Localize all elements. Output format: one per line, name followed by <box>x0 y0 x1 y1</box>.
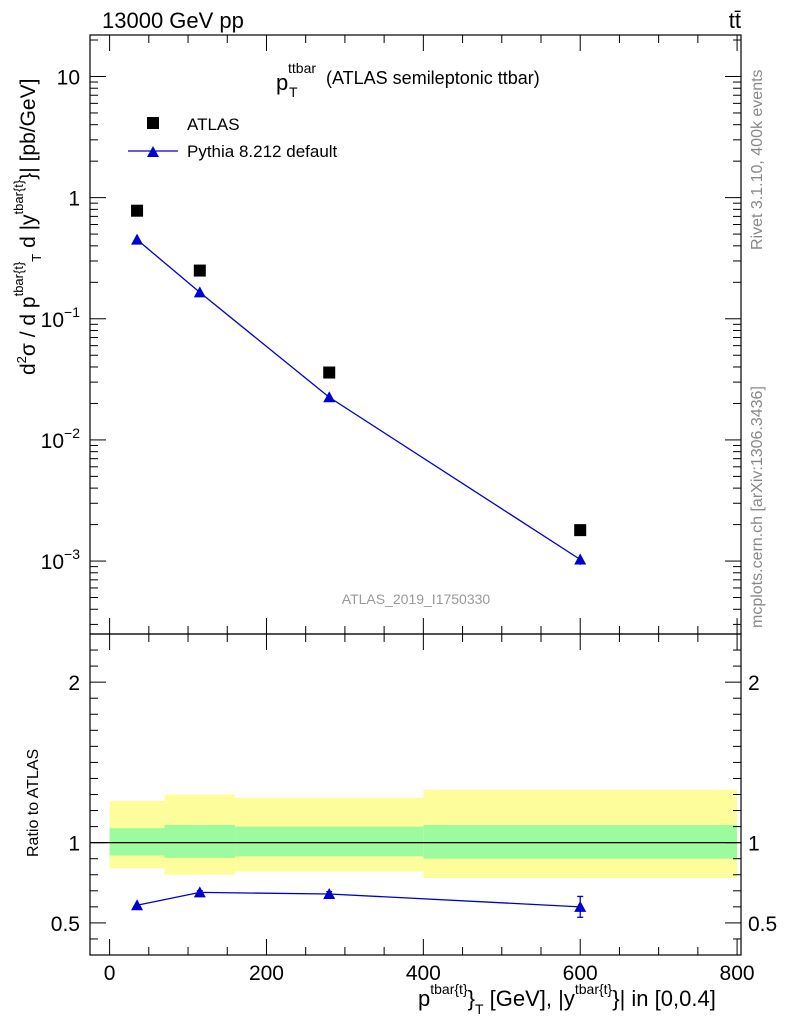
ratio-band-inner <box>109 828 165 856</box>
rivet-label: Rivet 3.1.10, 400k events <box>749 69 766 250</box>
ratio-y-tick-label-right: 2 <box>748 672 760 695</box>
pythia-point <box>193 286 206 298</box>
title-main: p <box>276 70 288 95</box>
atlas-point <box>323 366 336 379</box>
x-tick-label: 200 <box>249 962 284 985</box>
atlas-point <box>193 264 206 277</box>
y-tick-label: 10 <box>57 66 80 89</box>
header-left: 13000 GeV pp <box>102 8 244 33</box>
xlabel-text: ptbar{t}}T [GeV], |ytbar{t}}| in [0,0.4] <box>418 981 716 1017</box>
ratio-y-tick-label-left: 2 <box>68 672 80 695</box>
main-ylabel: d2σ / d ptbar{t}T d |ytbar{t}}| [pb/GeV] <box>11 79 44 375</box>
ratio-point <box>323 888 336 900</box>
ratio-line <box>136 891 581 908</box>
legend-marker-pythia <box>147 146 159 157</box>
title-sub: T <box>289 84 298 100</box>
legend: ATLAS Pythia 8.212 default <box>128 115 338 161</box>
main-ylabel-text: d2σ / d ptbar{t}T d |ytbar{t}}| [pb/GeV] <box>11 79 44 375</box>
ratio-data-layer <box>131 886 587 918</box>
ratio-point <box>131 899 144 911</box>
atlas-point <box>574 524 587 537</box>
ratio-point <box>574 900 587 912</box>
y-tick-label: 10−2 <box>41 425 81 453</box>
y-tick-label: 10−1 <box>41 304 81 332</box>
x-tick-label: 600 <box>563 962 598 985</box>
atlas-point <box>131 204 144 217</box>
ratio-band-inner <box>164 824 236 858</box>
plot-title: p T ttbar (ATLAS semileptonic ttbar) <box>276 60 540 100</box>
x-tick-label: 0 <box>104 962 116 985</box>
header-right: tt̄ <box>729 8 741 33</box>
pythia-point <box>323 391 336 403</box>
pythia-point <box>574 553 587 565</box>
ratio-ylabel: Ratio to ATLAS <box>25 749 42 857</box>
pythia-point <box>131 233 144 245</box>
x-tick-label: 400 <box>406 962 441 985</box>
x-tick-label: 800 <box>720 962 755 985</box>
main-axis-ticks: 10 1 10−1 10−2 10−3 <box>41 35 741 634</box>
y-tick-label: 10−3 <box>41 546 81 574</box>
ratio-point <box>193 886 206 898</box>
ratio-y-tick-label-right: 1 <box>748 833 760 856</box>
ratio-band-inner <box>235 826 424 857</box>
title-rest: (ATLAS semileptonic ttbar) <box>326 68 540 88</box>
pythia-line <box>136 239 581 561</box>
legend-marker-atlas <box>147 117 159 129</box>
x-axis-label: ptbar{t}}T [GeV], |ytbar{t}}| in [0,0.4] <box>418 981 716 1017</box>
ratio-y-tick-label-left: 1 <box>68 833 80 856</box>
ratio-y-tick-label-left: 0.5 <box>51 913 80 936</box>
analysis-label: ATLAS_2019_I1750330 <box>342 591 491 607</box>
mcplots-label: mcplots.cern.ch [arXiv:1306.3436] <box>749 386 766 628</box>
ratio-bands <box>90 789 741 878</box>
legend-label-pythia: Pythia 8.212 default <box>187 142 338 161</box>
ratio-band-inner <box>423 824 738 859</box>
ratio-y-tick-label-right: 0.5 <box>748 913 777 936</box>
title-sup: ttbar <box>288 60 316 76</box>
main-data-layer <box>131 204 587 565</box>
ratio-axis-ticks: 0.5 0.5 1 1 2 2 0 200 400 600 800 <box>51 634 777 985</box>
y-tick-label: 1 <box>68 188 80 211</box>
main-panel: 10 1 10−1 10−2 10−3 p T ttbar (ATLAS semilep… <box>11 34 742 635</box>
legend-label-atlas: ATLAS <box>187 115 240 134</box>
ratio-panel: 0.5 0.5 1 1 2 2 0 200 400 600 800 Ratio to ATLAS p… <box>25 633 777 1017</box>
